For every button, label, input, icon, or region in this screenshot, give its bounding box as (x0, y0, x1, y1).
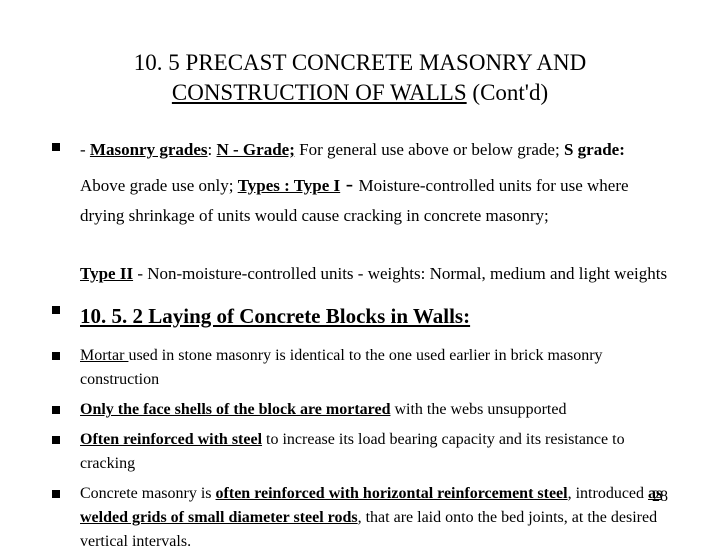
bullet-face-shells: Only the face shells of the block are mo… (48, 398, 672, 422)
masonry-grades-label: Masonry grades (90, 140, 208, 159)
reinforced-lead: Often reinforced with steel (80, 431, 262, 448)
bullet-list: - Masonry grades: N - Grade; For general… (48, 136, 672, 554)
page-number: 28 (652, 488, 668, 506)
mortar-lead: Mortar (80, 347, 128, 364)
title-line2-suffix: (Cont'd) (467, 80, 548, 105)
section-heading: 10. 5. 2 Laying of Concrete Blocks in Wa… (80, 304, 470, 328)
bullet-reinforced-steel: Often reinforced with steel to increase … (48, 428, 672, 476)
bullet-mortar: Mortar used in stone masonry is identica… (48, 344, 672, 392)
face-shells-lead: Only the face shells of the block are mo… (80, 401, 390, 418)
title-line2-underlined: CONSTRUCTION OF WALLS (172, 80, 467, 105)
bold1: often reinforced with horizontal reinfor… (216, 485, 568, 502)
types-label: Types : Type I (238, 176, 341, 195)
mortar-rest: used in stone masonry is identical to th… (80, 347, 603, 388)
bullet-horizontal-reinforcement: Concrete masonry is often reinforced wit… (48, 482, 672, 554)
n-grade-desc: For general use above or below grade; (295, 140, 564, 159)
big-dash: - (340, 171, 358, 196)
bullet-masonry-grades: - Masonry grades: N - Grade; For general… (48, 136, 672, 289)
s-grade-desc: Above grade use only; (80, 176, 238, 195)
type2-desc: - Non-moisture-controlled units - weight… (133, 264, 667, 283)
face-shells-rest: with the webs unsupported (390, 401, 566, 418)
s-grade-label: S grade: (564, 140, 625, 159)
text-mid: , introduced (568, 485, 648, 502)
bullet-section-heading: 10. 5. 2 Laying of Concrete Blocks in Wa… (48, 299, 672, 335)
type2-label: Type II (80, 264, 133, 283)
slide-title: 10. 5 PRECAST CONCRETE MASONRY AND CONST… (48, 48, 672, 108)
text: - (80, 140, 90, 159)
title-line1: 10. 5 PRECAST CONCRETE MASONRY AND (134, 50, 586, 75)
n-grade-label: N - Grade; (216, 140, 294, 159)
text-pre: Concrete masonry is (80, 485, 216, 502)
